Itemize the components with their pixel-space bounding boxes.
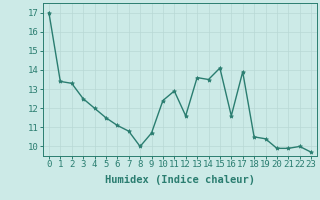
X-axis label: Humidex (Indice chaleur): Humidex (Indice chaleur) xyxy=(105,175,255,185)
